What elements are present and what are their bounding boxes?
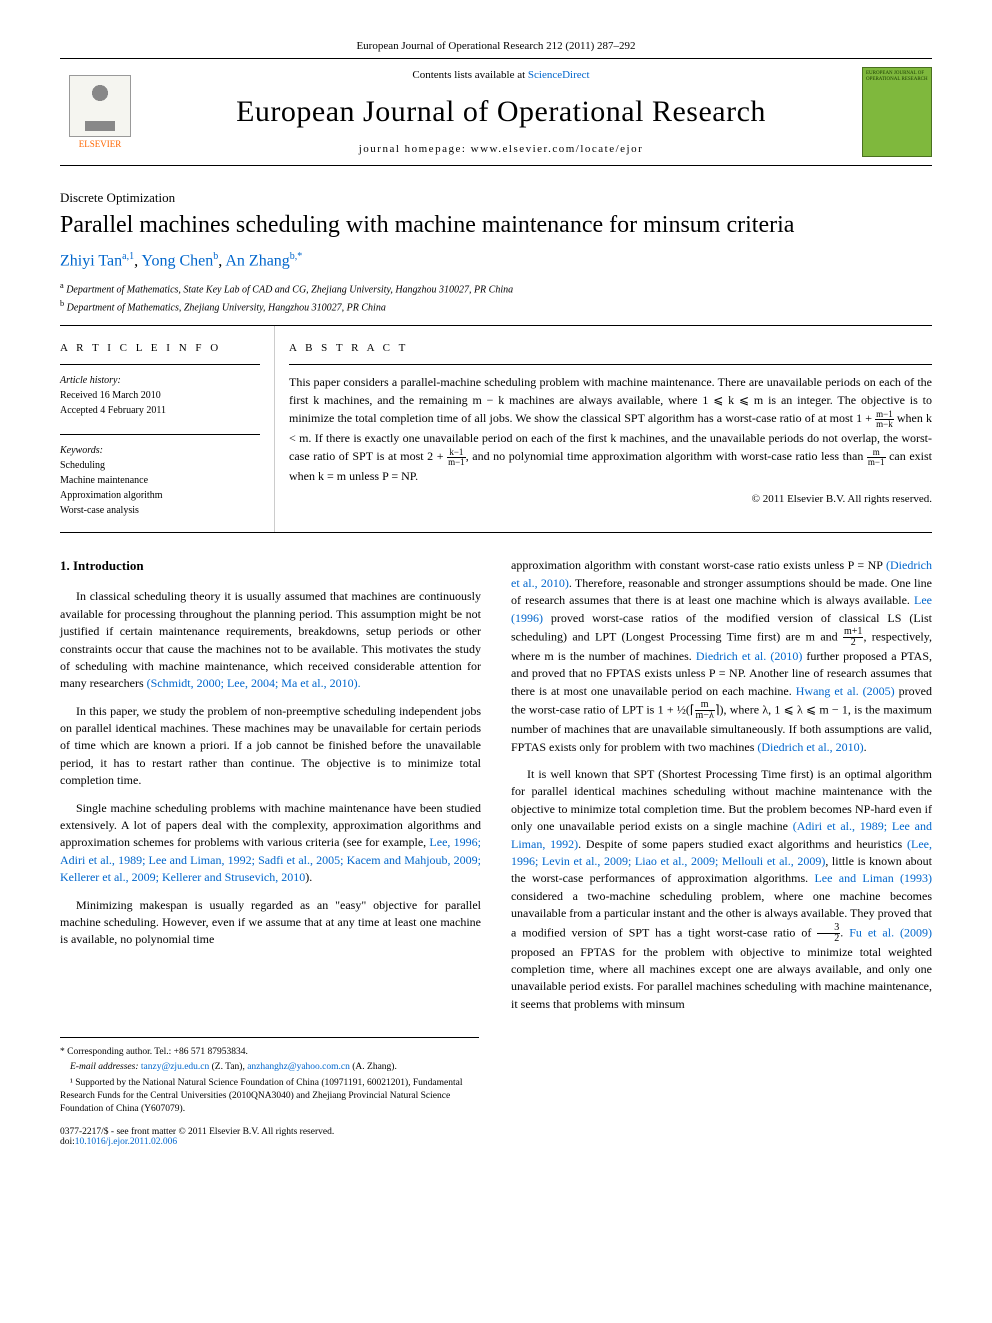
author-1[interactable]: Zhiyi Tan	[60, 252, 122, 269]
left-column: 1. Introduction In classical scheduling …	[60, 557, 481, 1023]
abstract: A B S T R A C T This paper considers a p…	[274, 326, 932, 533]
email-link[interactable]: tanzy@zju.edu.cn	[141, 1062, 209, 1072]
author-list: Zhiyi Tana,1, Yong Chenb, An Zhangb,*	[60, 251, 932, 270]
front-matter: 0377-2217/$ - see front matter © 2011 El…	[60, 1127, 932, 1147]
journal-cover-thumbnail: EUROPEAN JOURNAL OF OPERATIONAL RESEARCH	[862, 67, 932, 157]
citation[interactable]: Diedrich et al. (2010)	[696, 649, 803, 663]
abstract-heading: A B S T R A C T	[289, 340, 932, 357]
journal-title: European Journal of Operational Research	[140, 95, 862, 129]
article-body: 1. Introduction In classical scheduling …	[60, 557, 932, 1023]
keywords-label: Keywords:	[60, 443, 260, 458]
email-link[interactable]: anzhanghz@yahoo.com.cn	[247, 1062, 350, 1072]
journal-homepage: journal homepage: www.elsevier.com/locat…	[140, 143, 862, 155]
citation[interactable]: Hwang et al. (2005)	[796, 684, 895, 698]
history-label: Article history:	[60, 373, 260, 388]
keyword: Approximation algorithm	[60, 488, 260, 503]
citation[interactable]: Fu et al. (2009)	[849, 925, 932, 939]
doi-link[interactable]: 10.1016/j.ejor.2011.02.006	[75, 1137, 177, 1147]
footnotes: * Corresponding author. Tel.: +86 571 87…	[60, 1037, 479, 1116]
citation[interactable]: Lee and Liman (1993)	[814, 871, 932, 885]
citation[interactable]: (Schmidt, 2000; Lee, 2004; Ma et al., 20…	[147, 676, 361, 690]
running-header-link[interactable]: European Journal of Operational Research	[356, 40, 543, 52]
keyword: Machine maintenance	[60, 473, 260, 488]
keyword: Scheduling	[60, 458, 260, 473]
publisher-name: ELSEVIER	[79, 139, 122, 149]
elsevier-tree-icon	[69, 75, 131, 137]
affiliations: a Department of Mathematics, State Key L…	[60, 280, 932, 315]
section-heading-intro: 1. Introduction	[60, 557, 481, 576]
sciencedirect-link[interactable]: ScienceDirect	[528, 69, 590, 81]
article-title: Parallel machines scheduling with machin…	[60, 212, 932, 239]
article-section: Discrete Optimization	[60, 190, 932, 206]
contents-line: Contents lists available at ScienceDirec…	[140, 69, 862, 81]
keyword: Worst-case analysis	[60, 503, 260, 518]
journal-masthead: ELSEVIER Contents lists available at Sci…	[60, 58, 932, 166]
corresponding-author: * Corresponding author. Tel.: +86 571 87…	[60, 1046, 479, 1059]
author-2[interactable]: Yong Chen	[142, 252, 214, 269]
abstract-copyright: © 2011 Elsevier B.V. All rights reserved…	[289, 491, 932, 508]
right-column: approximation algorithm with constant wo…	[511, 557, 932, 1023]
running-header: European Journal of Operational Research…	[60, 40, 932, 52]
article-info-heading: A R T I C L E I N F O	[60, 340, 260, 357]
elsevier-logo: ELSEVIER	[60, 67, 140, 157]
citation[interactable]: (Diedrich et al., 2010)	[757, 740, 863, 754]
author-3[interactable]: An Zhang	[225, 252, 289, 269]
received-date: Received 16 March 2010	[60, 388, 260, 403]
accepted-date: Accepted 4 February 2011	[60, 403, 260, 418]
article-info: A R T I C L E I N F O Article history: R…	[60, 326, 274, 533]
funding-note: ¹ Supported by the National Natural Scie…	[60, 1077, 479, 1117]
